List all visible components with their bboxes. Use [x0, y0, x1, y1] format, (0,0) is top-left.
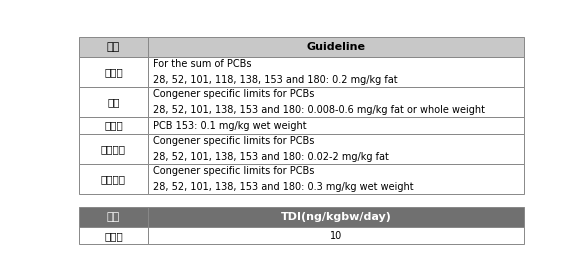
Bar [148, 37, 524, 57]
Bar [148, 227, 524, 244]
Text: 28, 52, 101, 138, 153 and 180: 0.008-0.6 mg/kg fat or whole weight: 28, 52, 101, 138, 153 and 180: 0.008-0.6… [153, 105, 485, 115]
Bar [148, 117, 524, 134]
Text: For the sum of PCBs: For the sum of PCBs [153, 59, 252, 70]
Text: PCB 153: 0.1 mg/kg wet weight: PCB 153: 0.1 mg/kg wet weight [153, 121, 307, 131]
Text: 국가: 국가 [107, 212, 120, 222]
Text: TDI(ng/kgbw/day): TDI(ng/kgbw/day) [280, 212, 391, 222]
Bar [79, 37, 148, 57]
Text: Congener specific limits for PCBs: Congener specific limits for PCBs [153, 136, 315, 146]
Bar [79, 227, 148, 244]
Bar [79, 57, 148, 87]
Text: 28, 52, 101, 118, 138, 153 and 180: 0.2 mg/kg fat: 28, 52, 101, 118, 138, 153 and 180: 0.2 … [153, 75, 398, 85]
Bar [148, 164, 524, 194]
Bar [148, 57, 524, 87]
Text: 28, 52, 101, 138, 153 and 180: 0.02-2 mg/kg fat: 28, 52, 101, 138, 153 and 180: 0.02-2 mg… [153, 152, 389, 162]
Text: 대한민국: 대한민국 [101, 174, 126, 184]
Text: 스웨덴: 스웨덴 [104, 121, 123, 131]
Bar [79, 164, 148, 194]
Text: 네덜란드: 네덜란드 [101, 144, 126, 154]
Text: 독일: 독일 [107, 97, 120, 107]
Text: Guideline: Guideline [306, 42, 365, 52]
Bar [148, 87, 524, 117]
Text: 국가: 국가 [107, 42, 120, 52]
Text: Congener specific limits for PCBs: Congener specific limits for PCBs [153, 89, 315, 99]
Bar [148, 134, 524, 164]
Bar [148, 207, 524, 227]
Bar [79, 87, 148, 117]
Bar [79, 207, 148, 227]
Bar [79, 117, 148, 134]
Text: 10: 10 [330, 231, 342, 241]
Text: Congener specific limits for PCBs: Congener specific limits for PCBs [153, 166, 315, 176]
Text: 28, 52, 101, 138, 153 and 180: 0.3 mg/kg wet weight: 28, 52, 101, 138, 153 and 180: 0.3 mg/kg… [153, 182, 414, 192]
Text: 프랑스: 프랑스 [104, 231, 123, 241]
Text: 벨기에: 벨기에 [104, 67, 123, 77]
Bar [79, 134, 148, 164]
